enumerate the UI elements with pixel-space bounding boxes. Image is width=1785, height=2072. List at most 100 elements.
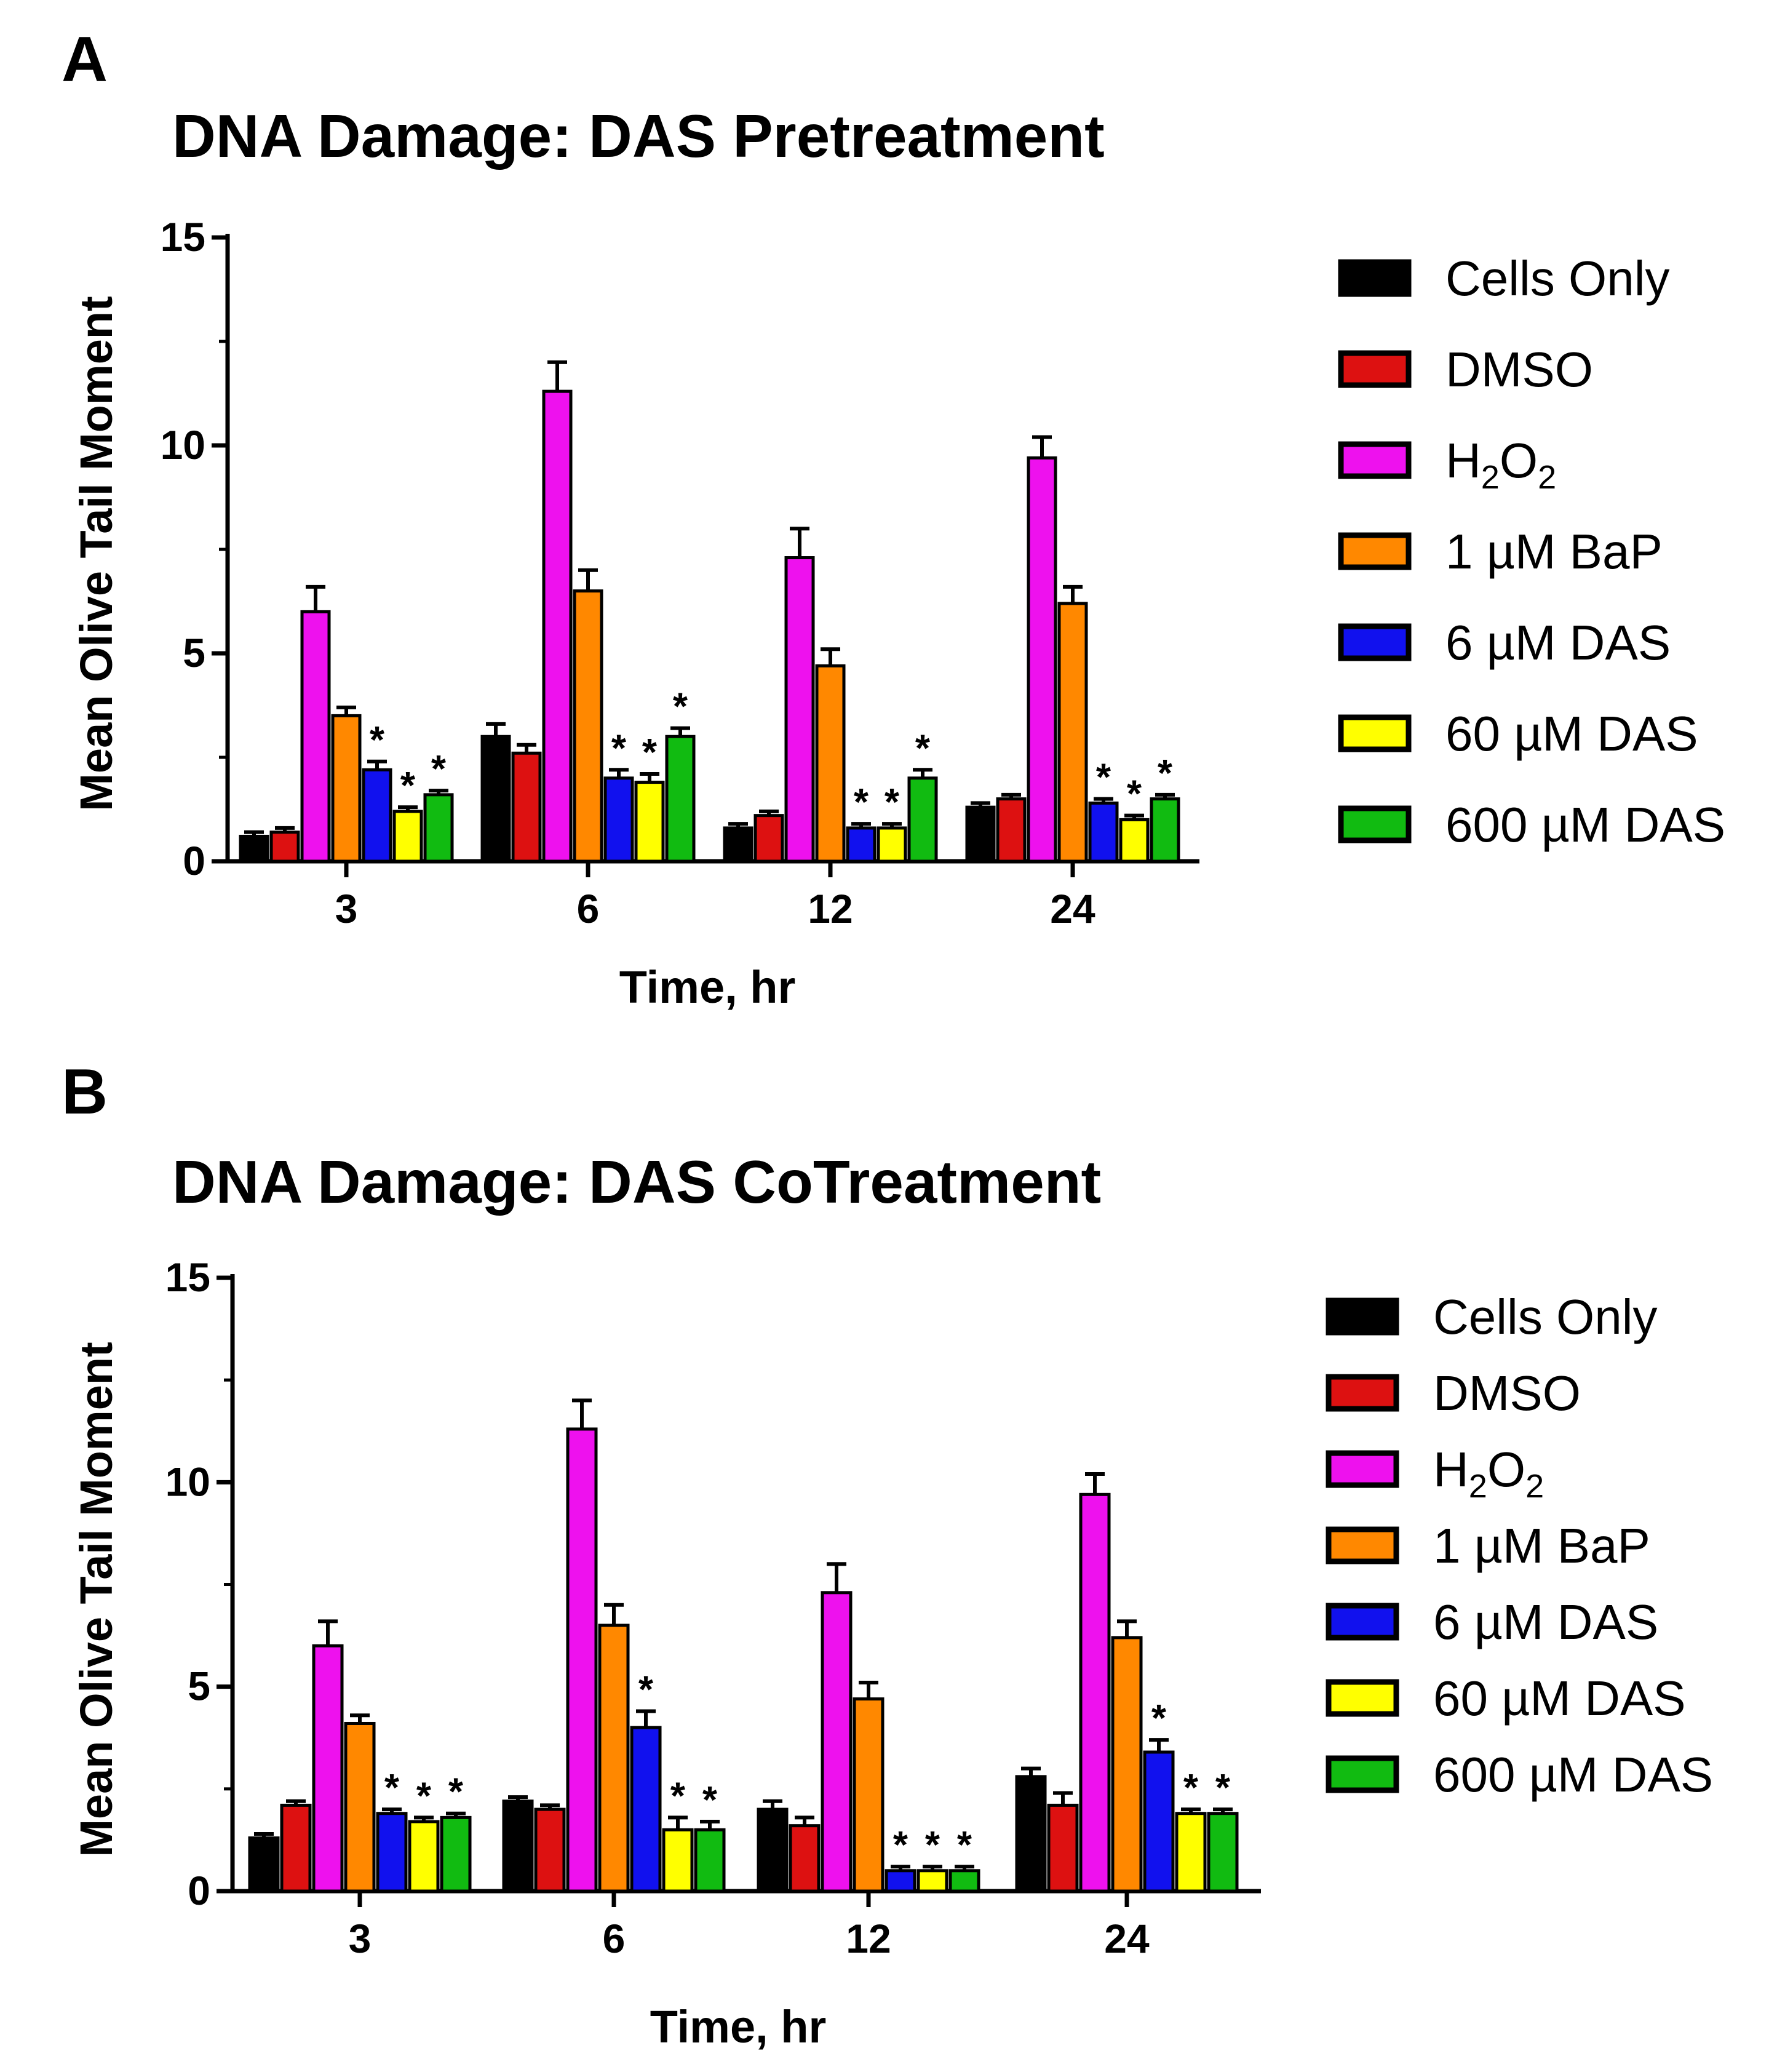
legend-label: Cells Only [1433, 1289, 1658, 1344]
bar [1119, 818, 1150, 863]
legend-label: 6 µM DAS [1445, 615, 1671, 670]
significance-star: * [611, 727, 627, 770]
significance-star: * [400, 765, 416, 807]
legend-label: Cells Only [1445, 251, 1670, 306]
bar [269, 831, 300, 863]
bar [1047, 1803, 1079, 1893]
significance-star: * [431, 748, 447, 791]
panel-a-x-axis-label: Time, hr [619, 962, 796, 1013]
x-tick-label: 3 [349, 1916, 372, 1961]
legend-swatch [1326, 1450, 1399, 1488]
legend-swatch [1338, 350, 1412, 388]
y-tick-label: 10 [161, 422, 205, 468]
bar [1079, 1492, 1111, 1893]
panel-a-y-axis-label: Mean Olive Tail Moment [71, 296, 122, 811]
significance-star: * [957, 1824, 972, 1867]
bar [1175, 1812, 1207, 1893]
legend-swatch [1326, 1603, 1399, 1641]
legend-swatch [1338, 714, 1412, 752]
panel-a-legend: Cells Only DMSO H2O2 1 µM BaP 6 µM DAS 60 µM … [1338, 251, 1725, 852]
bar [480, 735, 511, 863]
bar [789, 1824, 821, 1893]
legend-label: 60 µM DAS [1445, 706, 1698, 761]
bar [753, 814, 784, 863]
panel-b-letter: B [62, 1056, 108, 1128]
bar [248, 1836, 280, 1893]
bar [821, 1591, 853, 1893]
legend-label: 1 µM BaP [1445, 524, 1663, 579]
legend-label: 600 µM DAS [1433, 1747, 1713, 1802]
legend-swatch [1338, 805, 1412, 843]
significance-star: * [915, 727, 931, 770]
bar [784, 556, 815, 863]
bar [344, 1721, 376, 1893]
legend-swatch [1326, 1526, 1399, 1564]
bar [1143, 1750, 1175, 1893]
significance-star: * [1127, 773, 1142, 816]
x-tick-label: 12 [808, 886, 853, 931]
y-tick-label: 10 [165, 1459, 210, 1504]
bar [542, 389, 573, 863]
bar [1015, 1775, 1047, 1893]
significance-star: * [854, 781, 869, 824]
bar [1150, 797, 1180, 863]
significance-star: * [384, 1767, 400, 1809]
panel-b-legend: Cells Only DMSO H2O2 1 µM BaP 6 µM DAS 60 µM … [1326, 1289, 1713, 1802]
panel-b-x-axis-label: Time, hr [650, 2001, 827, 2052]
bar [757, 1807, 789, 1893]
y-tick-label: 0 [188, 1868, 210, 1913]
bar [331, 714, 362, 863]
bar [846, 826, 877, 863]
bar [815, 664, 846, 863]
bar [1088, 801, 1119, 863]
legend-swatch [1326, 1297, 1399, 1336]
legend-label: 6 µM DAS [1433, 1595, 1658, 1649]
bar [440, 1815, 472, 1893]
x-tick-label: 6 [577, 886, 600, 931]
bar [408, 1820, 440, 1893]
bar [694, 1828, 726, 1893]
bar [665, 735, 696, 863]
bar [853, 1697, 885, 1893]
legend-swatch [1338, 532, 1412, 570]
x-tick-label: 12 [846, 1916, 891, 1961]
panel-a-plot: 0 5 10 15 3 6 12 24 * * * * * * * * * * * * [161, 214, 1199, 931]
significance-star: * [885, 781, 900, 824]
bar [312, 1644, 344, 1893]
bar [280, 1803, 312, 1893]
panel-b: B DNA Damage: DAS CoTreatment Mean Olive… [62, 1056, 1713, 2052]
bar [1027, 456, 1057, 863]
legend-label: 1 µM BaP [1433, 1518, 1650, 1573]
legend-label: DMSO [1433, 1366, 1581, 1421]
x-tick-label: 6 [603, 1916, 626, 1961]
bar [630, 1726, 662, 1893]
y-tick-label: 0 [183, 838, 205, 883]
bar [634, 781, 665, 863]
significance-star: * [416, 1775, 432, 1817]
bar [566, 1427, 598, 1893]
legend-label: 600 µM DAS [1445, 797, 1725, 852]
panel-a-title: DNA Damage: DAS Pretreatment [172, 102, 1105, 170]
bar [907, 776, 938, 863]
bar [534, 1807, 566, 1893]
bar [598, 1624, 630, 1893]
bar [965, 805, 996, 863]
x-tick-label: 24 [1050, 886, 1095, 931]
panel-b-y-axis-label: Mean Olive Tail Moment [71, 1342, 122, 1857]
bar [948, 1869, 980, 1893]
bar [239, 834, 269, 863]
panel-b-title: DNA Damage: DAS CoTreatment [172, 1148, 1101, 1216]
bar [603, 776, 634, 863]
bar [300, 610, 331, 863]
bar [423, 793, 454, 863]
legend-swatch [1338, 441, 1412, 479]
bar [916, 1869, 948, 1893]
legend-swatch [1326, 1755, 1399, 1793]
y-tick-label: 15 [161, 214, 205, 260]
bar [662, 1828, 694, 1893]
legend-label: 60 µM DAS [1433, 1671, 1686, 1726]
bar [723, 826, 753, 863]
significance-star: * [1183, 1767, 1199, 1809]
significance-star: * [1096, 757, 1111, 799]
